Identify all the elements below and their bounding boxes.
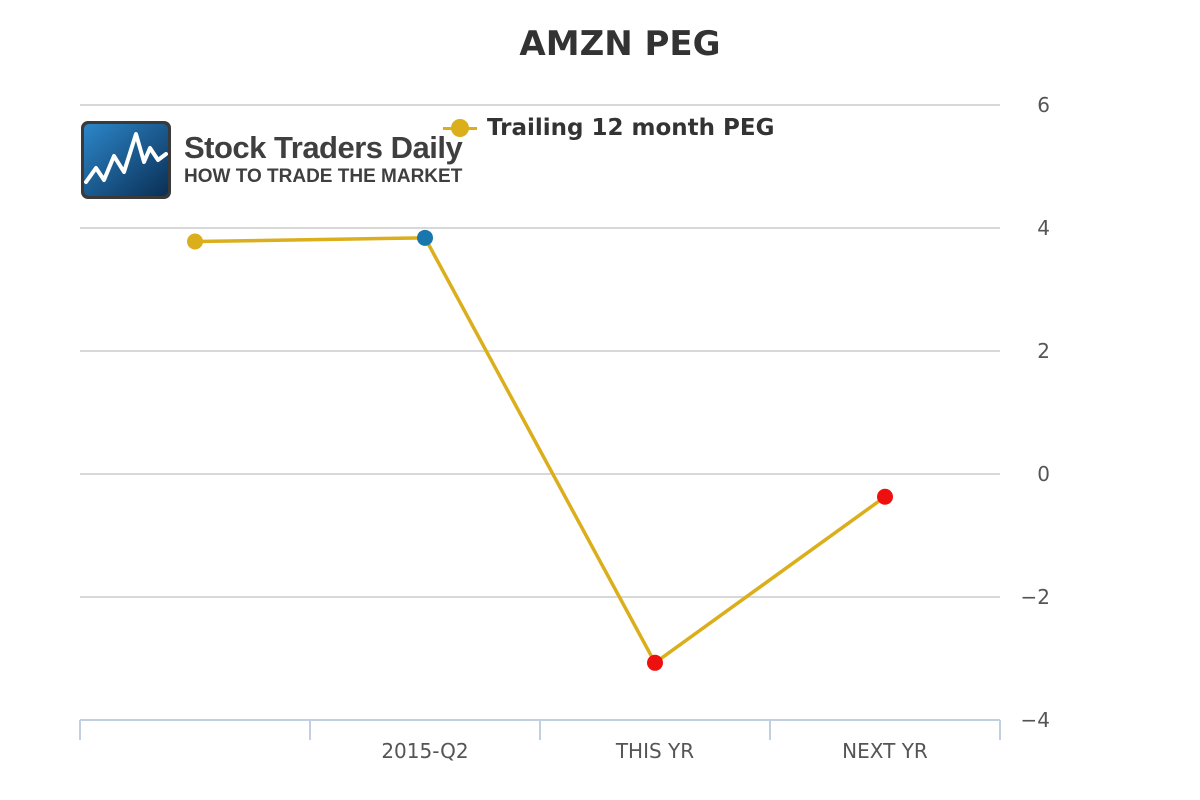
brand-logo: Stock Traders Daily HOW TO TRADE THE MAR… [80, 120, 463, 200]
legend-symbol [443, 112, 477, 144]
y-tick-label: 4 [1037, 216, 1050, 240]
logo-tagline: HOW TO TRADE THE MARKET [184, 166, 463, 187]
x-axis: 2015-Q2 THIS YR NEXT YR [79, 719, 1001, 763]
data-point[interactable] [647, 654, 663, 671]
data-point[interactable] [187, 233, 203, 250]
logo-name: Stock Traders Daily [184, 130, 463, 165]
y-tick-label: 2 [1037, 339, 1050, 363]
data-point[interactable] [417, 229, 433, 246]
x-tick-label: THIS YR [615, 739, 694, 763]
series-trailing-12-month-peg [187, 229, 893, 671]
y-tick-label: −2 [1021, 585, 1050, 609]
legend[interactable]: Trailing 12 month PEG [443, 112, 775, 144]
y-tick-label: 0 [1037, 462, 1050, 486]
chart-title: AMZN PEG [519, 24, 721, 64]
legend-label: Trailing 12 month PEG [487, 115, 775, 141]
y-tick-label: −4 [1021, 708, 1050, 732]
stock-chart-logo-icon [81, 121, 171, 199]
x-tick-label: NEXT YR [842, 739, 928, 763]
y-tick-label: 6 [1037, 93, 1050, 117]
series-line [194, 236, 887, 665]
logo-text: Stock Traders Daily HOW TO TRADE THE MAR… [184, 130, 463, 189]
grid-lines [80, 104, 1000, 598]
y-axis: 6 4 2 0 −2 −4 [1021, 93, 1050, 732]
x-tick-label: 2015-Q2 [381, 739, 468, 763]
data-point[interactable] [877, 488, 893, 505]
